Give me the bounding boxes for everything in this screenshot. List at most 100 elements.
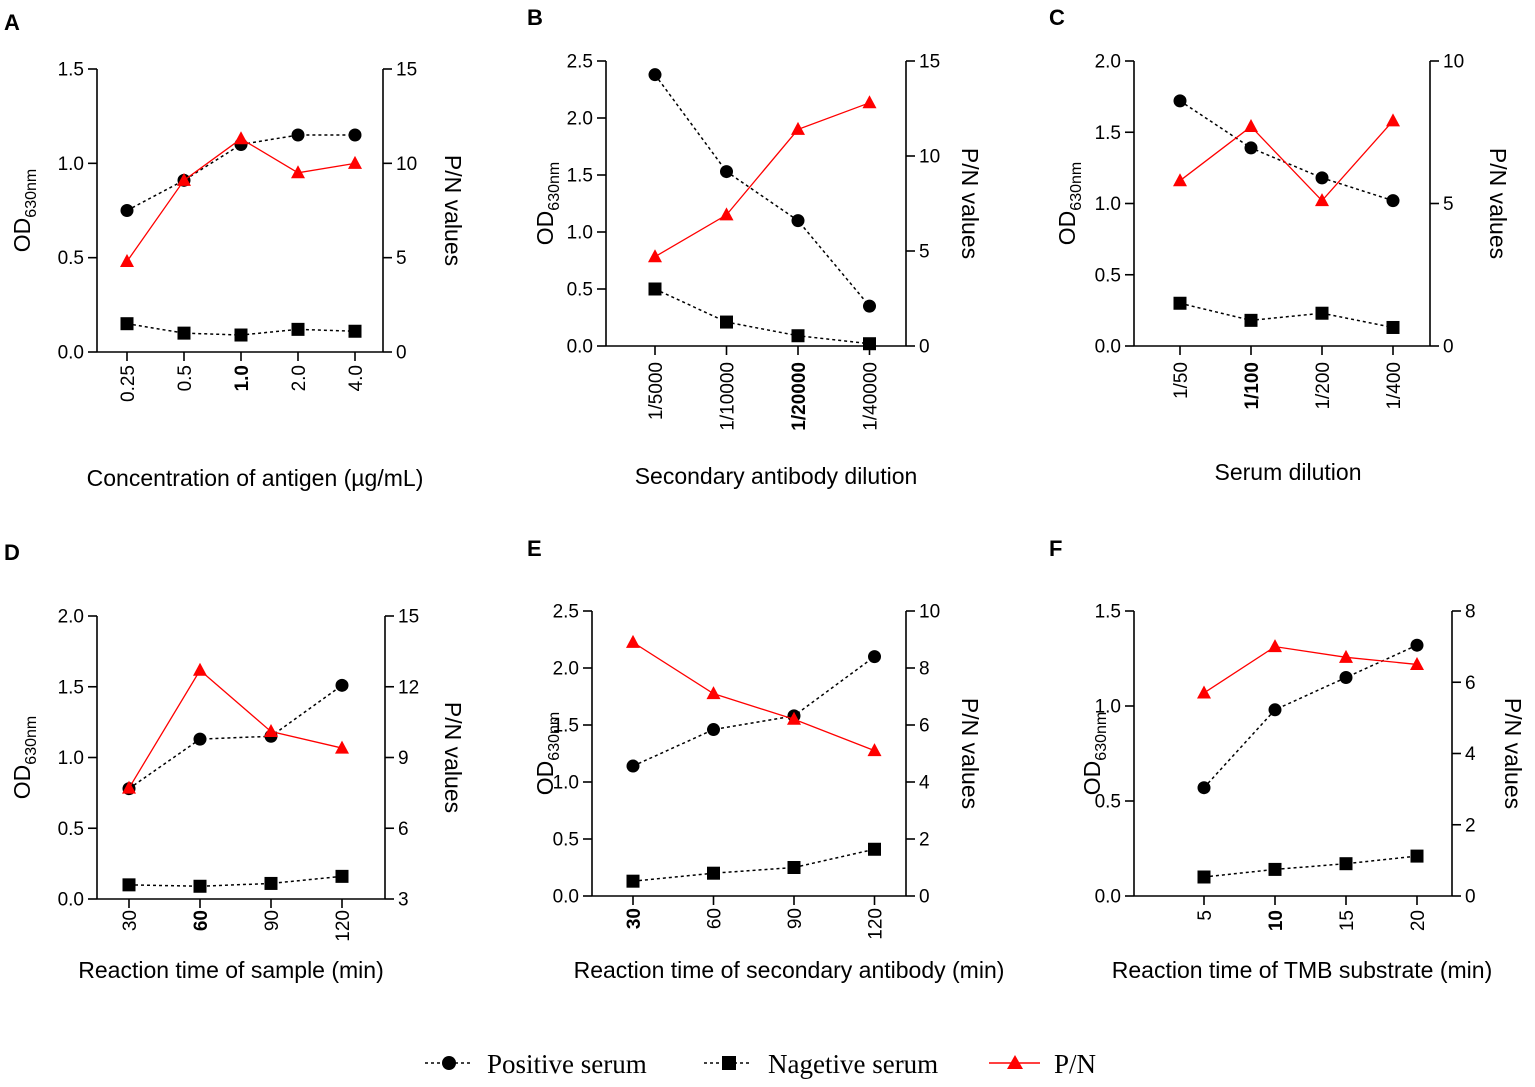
x-tick-label: 2.0 [289,365,310,391]
data-point-pn [348,155,362,169]
data-point-pn [120,253,134,267]
series-line-negative [128,875,343,888]
x-tick-label: 30 [120,910,141,931]
left-tick-label: 2.0 [1095,52,1121,73]
x-tick-label: 0.25 [118,365,139,402]
data-point-negative [626,874,640,888]
y-axis-label: OD630nm [1054,162,1085,245]
right-tick-label: 5 [396,248,407,269]
left-tick-label: 1.0 [58,748,84,769]
left-tick-label: 1.0 [1095,697,1121,718]
panel-letter: E [527,536,542,561]
x-tick-label: 120 [866,908,887,940]
left-tick-label: 2.5 [567,52,593,73]
legend-negative-label: Nagetive serum [768,1049,938,1079]
left-tick-label: 1.5 [1095,123,1121,144]
panel-letter: B [527,5,543,30]
left-tick-label: 1.5 [567,166,593,187]
series-line-positive [126,134,355,212]
legend-positive-marker [442,1056,456,1070]
right-tick-label: 0 [919,887,930,908]
x-axis-label: Concentration of antigen (µg/mL) [87,465,424,491]
right-tick-label: 5 [1443,194,1454,215]
left-tick-label: 1.0 [553,773,579,794]
data-point-pn [193,662,207,676]
data-point-negative [1173,296,1187,310]
x-tick-label: 120 [333,910,354,942]
series-line-positive [1203,644,1418,789]
series-line-positive [632,655,875,767]
data-point-positive [1173,94,1187,108]
data-point-positive [626,759,640,773]
panel-letter: D [4,540,20,565]
data-point-negative [791,329,805,343]
left-tick-label: 0.0 [567,337,593,358]
left-tick-label: 0.5 [553,830,579,851]
left-tick-label: 0.0 [553,887,579,908]
y-axis-label-main: OD [532,761,558,796]
series-line-pn [126,138,356,262]
y-axis-label-main: OD [532,211,558,246]
data-point-positive [868,650,881,664]
x-axis-label: Secondary antibody dilution [635,463,918,489]
series-line-positive [1179,100,1394,202]
right-tick-label: 3 [398,890,409,911]
right-tick-label: 15 [396,60,417,81]
y-axis-label-subscript: 630nm [1093,712,1110,761]
data-point-negative [1386,320,1400,334]
right-tick-label: 6 [1465,673,1476,694]
left-tick-label: 0.5 [1095,792,1121,813]
data-point-pn [1197,685,1211,699]
series-line-pn [1203,645,1418,694]
left-tick-label: 1.5 [553,716,579,737]
data-point-pn [122,780,136,794]
right-tick-label: 5 [919,242,930,263]
left-tick-label: 0.5 [58,819,84,840]
panel-letter: C [1049,5,1065,30]
right-tick-label: 0 [396,343,407,364]
panel-d: D 0.0 0.5 1.0 1.5 2.0 3 6 9 12 15 30 60 90 120 Reaction… [4,540,466,983]
data-point-pn [234,131,248,145]
left-tick-label: 0.0 [1095,887,1121,908]
right-tick-label: 15 [398,607,419,628]
data-point-pn [264,724,278,738]
legend-positive-label: Positive serum [487,1049,647,1079]
x-tick-label: 1/400 [1384,362,1405,410]
left-tick-label: 1.0 [58,154,84,175]
x-tick-label: 90 [262,910,283,931]
right-tick-label: 6 [398,819,409,840]
data-point-positive [1197,781,1211,795]
series-line-negative [632,848,875,882]
x-tick-label: 10 [1266,910,1287,931]
x-tick-label: 4.0 [346,365,367,391]
data-point-pn [177,172,191,186]
series-line-negative [1203,855,1418,878]
data-point-negative [720,315,733,329]
data-point-negative [707,866,720,880]
x-tick-label: 1/40000 [861,362,882,431]
y-axis-label: OD630nm [9,716,40,799]
data-point-pn [787,711,801,725]
x-tick-label: 1/20000 [789,362,810,431]
y2-axis-label: P/N values [440,702,466,813]
right-tick-label: 0 [1465,887,1476,908]
series-line-negative [1179,302,1394,329]
panel-letter: A [4,10,20,35]
series-line-positive [128,684,343,790]
right-tick-label: 6 [919,716,930,737]
y-axis-label-subscript: 630nm [23,716,40,765]
series-line-positive [654,74,871,307]
data-point-pn [1386,113,1400,127]
y-axis-label-subscript: 630nm [1068,162,1085,211]
left-tick-label: 2.0 [58,607,84,628]
data-point-pn [648,249,662,263]
data-point-positive [720,165,733,179]
right-tick-label: 8 [919,659,930,680]
data-point-pn [1268,639,1282,653]
data-point-negative [868,842,881,856]
left-tick-label: 0.0 [1095,337,1121,358]
y-axis-label-subscript: 630nm [546,162,563,211]
data-point-pn [1173,173,1187,187]
x-tick-label: 60 [191,910,212,931]
left-tick-label: 2.5 [553,602,579,623]
